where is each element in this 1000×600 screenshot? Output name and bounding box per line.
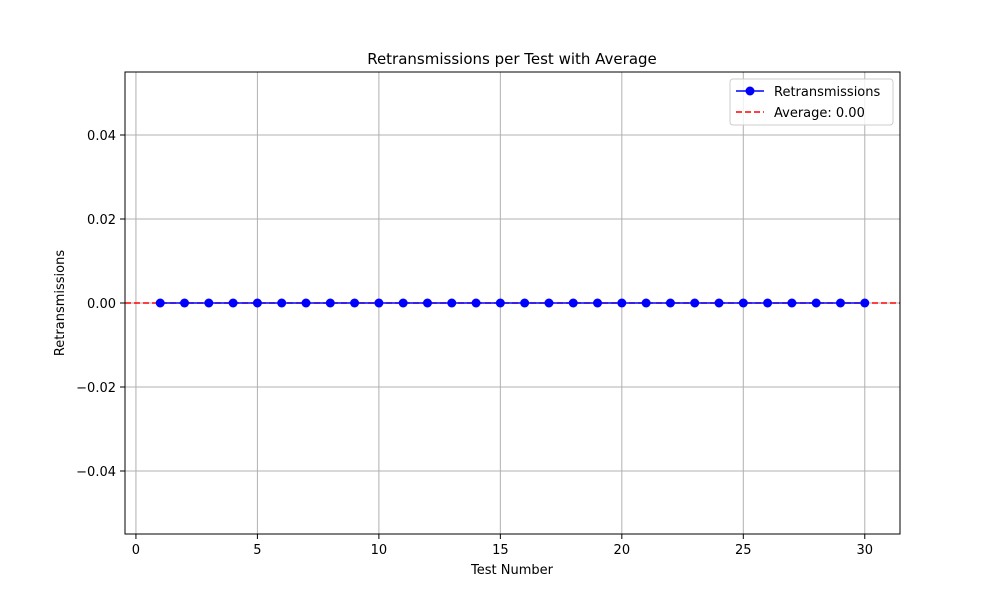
data-point bbox=[714, 298, 724, 308]
data-point bbox=[252, 298, 262, 308]
data-point bbox=[325, 298, 335, 308]
x-tick-label: 30 bbox=[856, 543, 873, 558]
data-point bbox=[447, 298, 457, 308]
data-point bbox=[787, 298, 797, 308]
data-point bbox=[228, 298, 238, 308]
data-point bbox=[593, 298, 603, 308]
y-axis-title: Retransmissions bbox=[53, 250, 68, 356]
data-point bbox=[180, 298, 190, 308]
data-point bbox=[495, 298, 505, 308]
data-point bbox=[374, 298, 384, 308]
legend-label-average: Average: 0.00 bbox=[774, 106, 865, 121]
legend: Retransmissions Average: 0.00 bbox=[729, 78, 894, 126]
data-point bbox=[277, 298, 287, 308]
x-axis: 0 5 10 15 20 25 30 bbox=[132, 534, 873, 558]
data-point bbox=[398, 298, 408, 308]
data-point bbox=[835, 298, 845, 308]
data-point bbox=[350, 298, 360, 308]
data-point bbox=[544, 298, 554, 308]
legend-label-retransmissions: Retransmissions bbox=[774, 85, 880, 100]
x-tick-label: 10 bbox=[371, 543, 388, 558]
x-axis-title: Test Number bbox=[470, 563, 554, 578]
series-layer bbox=[155, 298, 870, 308]
data-point bbox=[301, 298, 311, 308]
x-tick-label: 5 bbox=[253, 543, 261, 558]
legend-box bbox=[729, 78, 894, 126]
chart-title: Retransmissions per Test with Average bbox=[367, 50, 657, 68]
data-point bbox=[763, 298, 773, 308]
y-tick-label: −0.04 bbox=[76, 465, 116, 480]
y-axis: −0.04 −0.02 0.00 0.02 0.04 bbox=[76, 129, 125, 480]
data-point bbox=[665, 298, 675, 308]
y-tick-label: −0.02 bbox=[76, 381, 116, 396]
x-tick-label: 0 bbox=[132, 543, 140, 558]
data-point bbox=[860, 298, 870, 308]
data-point bbox=[204, 298, 214, 308]
data-point bbox=[738, 298, 748, 308]
x-tick-label: 20 bbox=[614, 543, 631, 558]
data-point bbox=[568, 298, 578, 308]
x-tick-label: 15 bbox=[492, 543, 509, 558]
y-tick-label: 0.04 bbox=[87, 129, 116, 144]
data-point bbox=[811, 298, 821, 308]
y-tick-label: 0.00 bbox=[87, 297, 116, 312]
data-point bbox=[520, 298, 530, 308]
data-point bbox=[422, 298, 432, 308]
legend-marker-retransmissions bbox=[745, 86, 755, 96]
data-point bbox=[690, 298, 700, 308]
y-tick-label: 0.02 bbox=[87, 213, 116, 228]
data-point bbox=[641, 298, 651, 308]
x-tick-label: 25 bbox=[735, 543, 752, 558]
data-point bbox=[155, 298, 165, 308]
data-point bbox=[617, 298, 627, 308]
data-point bbox=[471, 298, 481, 308]
